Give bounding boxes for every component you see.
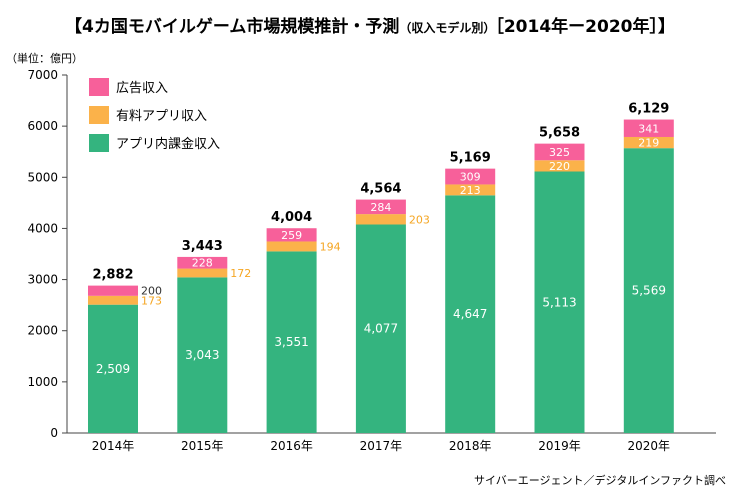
- bar-segment: [534, 160, 585, 172]
- total-label: 3,443: [182, 239, 223, 254]
- data-label-in-app: 4,077: [364, 322, 398, 336]
- y-tick-label: 2000: [27, 324, 58, 338]
- bar-segment: [623, 119, 674, 137]
- data-label-in-app: 3,551: [274, 335, 308, 349]
- legend-swatch: [89, 134, 109, 152]
- data-label-in-app: 5,569: [632, 284, 666, 298]
- bar-segment: [177, 268, 228, 278]
- source-note: サイバーエージェント／デジタルインファクト調べ: [473, 474, 726, 487]
- bar-segment: [355, 214, 406, 225]
- bar-segment: [355, 199, 406, 215]
- legend-label: 広告収入: [116, 81, 168, 96]
- bar-segment: [266, 228, 317, 242]
- total-label: 4,564: [360, 182, 401, 197]
- x-tick-label: 2018年: [449, 439, 492, 453]
- total-label: 5,169: [450, 151, 491, 166]
- chart-title-main: 【4カ国モバイルゲーム市場規模推計・予測: [65, 17, 400, 37]
- bar-segment: [623, 136, 674, 149]
- total-label: 4,004: [271, 210, 312, 225]
- y-tick-label: 1000: [27, 375, 58, 389]
- x-tick-label: 2016年: [270, 439, 313, 453]
- total-label: 5,658: [539, 126, 580, 141]
- data-label-ad: 228: [192, 257, 213, 270]
- bar-segment: [88, 295, 138, 305]
- data-label-paid-app: 220: [549, 160, 570, 173]
- bar-segment: [88, 285, 138, 296]
- y-tick-label: 6000: [27, 119, 58, 133]
- bar-segment: [266, 241, 317, 252]
- bar-segment: [534, 171, 585, 433]
- data-label-ad: 200: [141, 285, 162, 298]
- chart-title-years: ［2014年ー2020年］】: [495, 17, 675, 37]
- y-tick-label: 4000: [27, 221, 58, 235]
- total-label: 6,129: [628, 102, 669, 117]
- y-tick-label: 3000: [27, 273, 58, 287]
- bar-segment: [177, 256, 228, 269]
- data-label-in-app: 2,509: [96, 362, 130, 376]
- y-tick-label: 0: [50, 426, 58, 440]
- legend-swatch: [89, 106, 109, 124]
- chart-title-sub: （収入モデル別）: [399, 21, 496, 35]
- bar-segment: [445, 184, 496, 196]
- data-label-in-app: 3,043: [185, 348, 219, 362]
- data-label-ad: 284: [370, 201, 391, 214]
- bar-segment: [177, 277, 228, 433]
- bar-segment: [88, 304, 138, 433]
- data-label-paid-app: 173: [141, 294, 162, 307]
- data-label-ad: 341: [638, 122, 659, 135]
- data-label-paid-app: 203: [409, 213, 430, 226]
- bar-segment: [623, 148, 674, 433]
- data-label-paid-app: 213: [460, 184, 481, 197]
- data-label-in-app: 5,113: [542, 295, 576, 309]
- bar-segment: [445, 195, 496, 433]
- data-label-ad: 259: [281, 229, 302, 242]
- data-label-ad: 325: [549, 146, 570, 159]
- x-tick-label: 2017年: [360, 439, 403, 453]
- y-tick-label: 7000: [27, 68, 58, 82]
- x-tick-label: 2019年: [538, 439, 581, 453]
- legend-label: 有料アプリ収入: [116, 109, 207, 124]
- data-label-ad: 309: [460, 171, 481, 184]
- total-label: 2,882: [92, 268, 133, 283]
- y-tick-label: 5000: [27, 170, 58, 184]
- legend-swatch: [89, 78, 109, 96]
- x-tick-label: 2020年: [628, 439, 671, 453]
- x-tick-label: 2015年: [181, 439, 224, 453]
- bar-segment: [266, 251, 317, 433]
- data-label-paid-app: 219: [638, 137, 659, 150]
- x-tick-label: 2014年: [92, 439, 135, 453]
- legend-label: アプリ内課金収入: [116, 136, 220, 152]
- data-label-paid-app: 194: [320, 240, 341, 253]
- unit-label: （単位：億円）: [6, 52, 83, 65]
- bar-segment: [534, 143, 585, 161]
- data-label-paid-app: 172: [230, 267, 251, 280]
- bar-segment: [445, 168, 496, 185]
- bar-segment: [355, 224, 406, 433]
- data-label-in-app: 4,647: [453, 307, 487, 321]
- chart-title: 【4カ国モバイルゲーム市場規模推計・予測（収入モデル別）［2014年ー2020年…: [0, 12, 740, 37]
